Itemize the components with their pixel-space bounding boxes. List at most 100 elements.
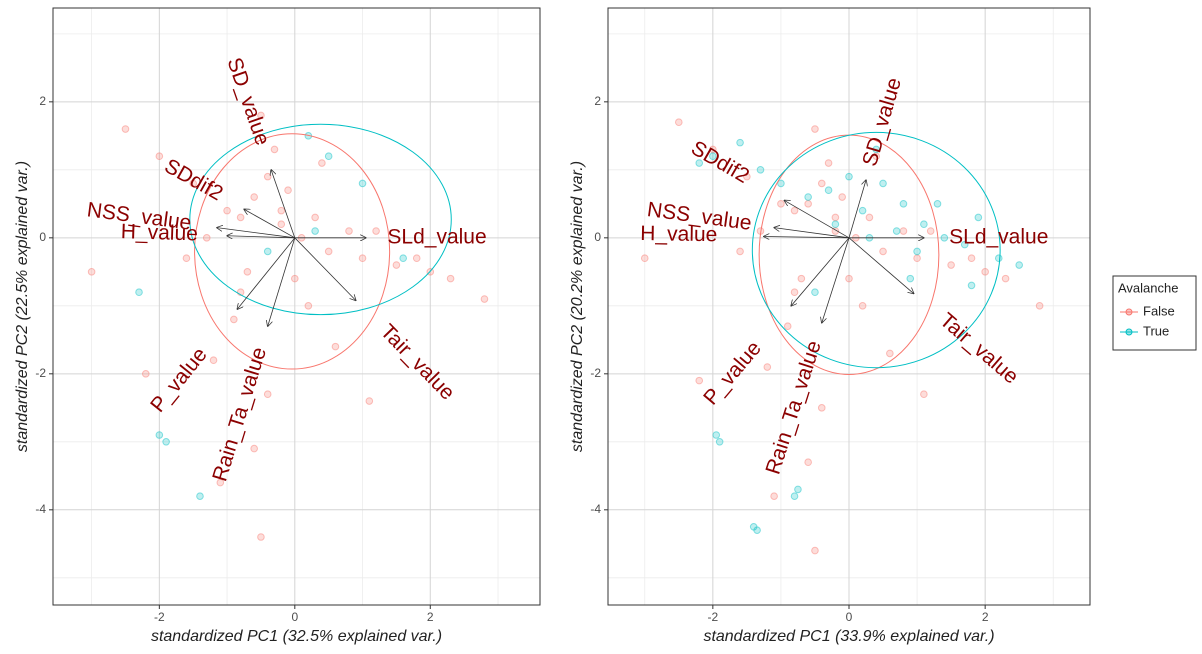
point xyxy=(763,363,772,371)
y-tick-label: -4 xyxy=(590,502,601,516)
point xyxy=(804,458,812,467)
point xyxy=(824,186,833,195)
point xyxy=(933,200,942,208)
point xyxy=(858,302,867,310)
point xyxy=(749,523,758,531)
point xyxy=(155,431,164,439)
y-tick-label: 0 xyxy=(594,230,601,244)
x-axis-title: standardized PC1 (33.9% explained var.) xyxy=(703,628,994,645)
point xyxy=(872,152,881,161)
point xyxy=(824,159,833,167)
point xyxy=(858,206,867,215)
point xyxy=(243,268,252,276)
point xyxy=(811,125,819,133)
legend: Avalanche False True xyxy=(1112,275,1197,351)
loading-arrow xyxy=(237,237,296,309)
plot-border xyxy=(52,7,541,606)
point xyxy=(940,234,949,242)
point xyxy=(291,274,299,283)
point xyxy=(358,254,367,263)
point xyxy=(162,438,170,446)
point xyxy=(263,390,272,399)
point xyxy=(981,268,989,276)
loading-arrow xyxy=(791,237,850,306)
loading-label: SLd_value xyxy=(949,225,1048,248)
point xyxy=(392,261,401,269)
point xyxy=(331,342,340,351)
x-tick-label: 2 xyxy=(982,610,989,624)
x-tick-label: 0 xyxy=(291,610,298,624)
point xyxy=(358,179,367,188)
y-axis-title: standardized PC2 (22.5% explained var.) xyxy=(14,161,31,452)
point xyxy=(817,404,826,412)
loading-label: Rain_Ta_value xyxy=(208,345,271,485)
loading-label: Rain_Ta_value xyxy=(761,338,825,477)
loading-label: P_value xyxy=(146,343,212,417)
point xyxy=(892,227,901,235)
point xyxy=(736,138,744,147)
point xyxy=(446,274,455,283)
point xyxy=(250,193,258,201)
point xyxy=(794,485,802,494)
point xyxy=(865,213,874,222)
point xyxy=(913,254,921,263)
point xyxy=(345,227,353,235)
point xyxy=(202,234,211,242)
point xyxy=(838,193,846,201)
point xyxy=(770,492,778,501)
point xyxy=(399,254,407,263)
point xyxy=(920,220,928,229)
y-tick-label: 2 xyxy=(39,94,46,108)
point xyxy=(831,213,840,222)
point xyxy=(715,438,724,446)
point xyxy=(263,247,272,256)
y-tick-label: -2 xyxy=(35,366,46,380)
group-ellipse xyxy=(194,133,391,370)
loading-arrow xyxy=(784,200,850,239)
point xyxy=(879,247,887,256)
point xyxy=(480,295,489,303)
point xyxy=(845,172,853,181)
panel: -2 0 2-4-202 SD_valueSDdif2NSS_valueH_value… xyxy=(569,7,1091,645)
point xyxy=(121,125,130,133)
point xyxy=(899,227,908,235)
point xyxy=(311,213,319,222)
point xyxy=(372,227,380,235)
x-tick-label: -2 xyxy=(708,610,719,624)
point xyxy=(135,288,143,297)
group-ellipse xyxy=(751,131,1001,369)
loading-arrow xyxy=(294,237,356,301)
point xyxy=(709,152,717,161)
point xyxy=(155,152,164,161)
point xyxy=(753,526,761,535)
point xyxy=(311,227,319,235)
loading-arrow xyxy=(227,236,295,238)
point xyxy=(216,478,225,487)
x-axis-title: standardized PC1 (32.5% explained var.) xyxy=(151,628,442,645)
legend-box xyxy=(1112,275,1197,351)
point xyxy=(304,302,313,310)
point xyxy=(263,172,272,181)
y-tick-label: -4 xyxy=(35,502,46,516)
point xyxy=(189,179,198,188)
point xyxy=(324,152,333,161)
point xyxy=(899,200,908,208)
loading-arrow xyxy=(268,237,296,326)
panel: -2 0 2-4-202 SD_valueSDdif2NSS_valueH_value… xyxy=(14,7,541,645)
point xyxy=(777,179,785,188)
y-tick-label: 0 xyxy=(39,230,46,244)
point xyxy=(709,145,717,154)
point xyxy=(257,111,265,120)
point xyxy=(324,247,333,256)
x-tick-label: -2 xyxy=(154,610,165,624)
point xyxy=(817,179,826,188)
point xyxy=(1015,261,1023,269)
point xyxy=(87,268,96,276)
point xyxy=(790,288,799,297)
point xyxy=(947,261,955,269)
point xyxy=(284,186,292,195)
x-tick-label: 0 xyxy=(846,610,853,624)
loading-arrow xyxy=(244,209,296,239)
point xyxy=(804,200,812,208)
loading-arrow xyxy=(822,237,850,323)
